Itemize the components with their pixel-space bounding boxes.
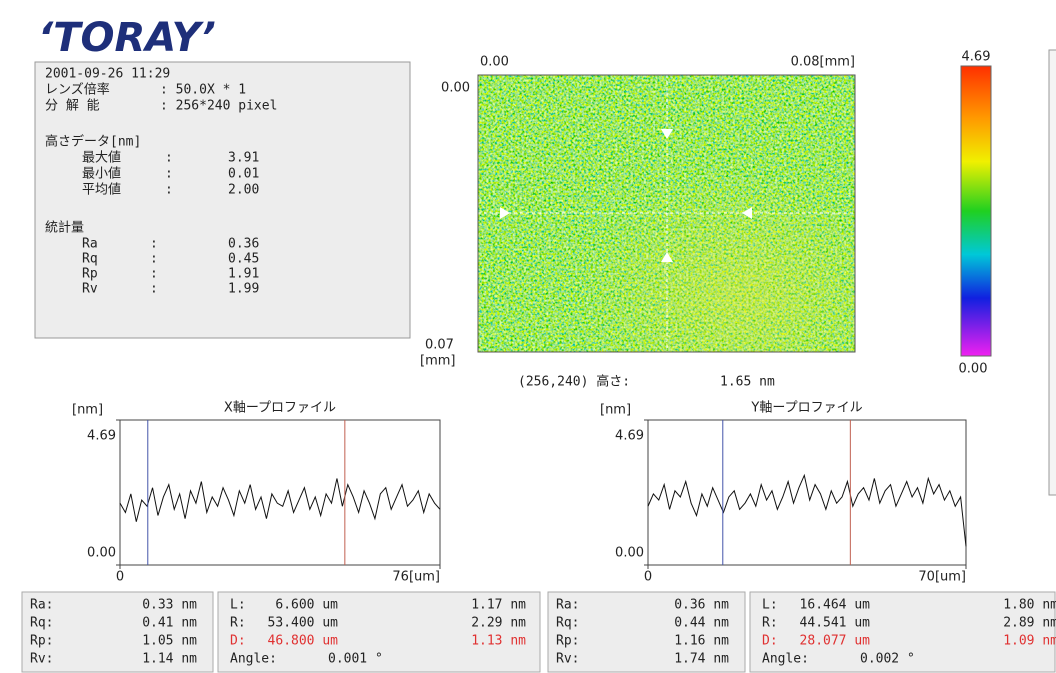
setting-label: 分 解 能 bbox=[45, 99, 100, 114]
stat-value: 0.41 nm bbox=[142, 616, 197, 631]
cursor-name: L: bbox=[762, 598, 778, 613]
info-date: 2001-09-26 11:29 bbox=[45, 67, 170, 82]
cursor-height: 1.80 nm bbox=[1003, 598, 1056, 613]
height-label: 最小値 bbox=[82, 166, 121, 182]
setting-value: : 50.0X * 1 bbox=[160, 83, 246, 98]
x-tick-label: 70[um] bbox=[918, 570, 966, 585]
cursor-name: D: bbox=[230, 634, 246, 649]
colon: : bbox=[165, 183, 173, 198]
stat-value: 1.91 bbox=[228, 267, 259, 282]
colon: : bbox=[150, 267, 158, 282]
cursor-position: 44.541 um bbox=[800, 616, 871, 631]
profile-y-unit: [nm] bbox=[600, 403, 631, 418]
cursor-position: 16.464 um bbox=[800, 598, 871, 613]
cursor-name: R: bbox=[230, 616, 246, 631]
profile-plot bbox=[648, 420, 966, 565]
profile-y-unit: [nm] bbox=[72, 403, 103, 418]
screen: ‘TORAY’ 0.00 0.08[mm] 0.00 0.07 [mm] (25… bbox=[0, 0, 1056, 673]
y-tick-label: 4.69 bbox=[87, 429, 116, 444]
stat-label: Rp: bbox=[556, 634, 579, 649]
cursor-position: 28.077 um bbox=[800, 634, 871, 649]
stat-label: Ra: bbox=[30, 598, 53, 613]
cursor-position: 46.800 um bbox=[268, 634, 339, 649]
stat-label: Rp: bbox=[30, 634, 53, 649]
stat-value: 1.74 nm bbox=[674, 652, 729, 667]
stat-value: 0.45 bbox=[228, 252, 259, 267]
image-x-end: 0.08[mm] bbox=[791, 55, 855, 70]
image-y-end: 0.07 bbox=[425, 338, 454, 353]
y-tick-label: 4.69 bbox=[615, 429, 644, 444]
stat-label: Rp bbox=[82, 267, 98, 282]
angle-value: 0.001 ° bbox=[328, 652, 383, 667]
cursor-value: 1.65 nm bbox=[720, 375, 775, 390]
color-bar bbox=[961, 66, 991, 356]
cursor-height: 1.17 nm bbox=[471, 598, 526, 613]
image-y-start: 0.00 bbox=[441, 81, 470, 96]
stat-value: 1.05 nm bbox=[142, 634, 197, 649]
cursor-name: D: bbox=[762, 634, 778, 649]
height-label: 平均値 bbox=[82, 182, 121, 198]
cursor-label: (256,240) 高さ: bbox=[518, 374, 630, 390]
colon: : bbox=[165, 167, 173, 182]
side-panel bbox=[1049, 50, 1056, 495]
colon: : bbox=[150, 252, 158, 267]
cursor-height: 2.89 nm bbox=[1003, 616, 1056, 631]
cursor-name: R: bbox=[762, 616, 778, 631]
logo: ‘TORAY’ bbox=[38, 15, 216, 61]
x-tick-label: 76[um] bbox=[392, 570, 440, 585]
setting-value: : 256*240 pixel bbox=[160, 99, 277, 114]
setting-label: レンズ倍率 bbox=[45, 82, 110, 98]
profile-plot bbox=[120, 420, 440, 565]
x-tick-label: 0 bbox=[644, 570, 652, 585]
stat-label: Ra: bbox=[556, 598, 579, 613]
y-tick-label: 0.00 bbox=[87, 546, 116, 561]
height-label: 最大値 bbox=[82, 150, 121, 166]
stat-value: 0.36 bbox=[228, 237, 259, 252]
color-bar-min: 0.00 bbox=[959, 362, 988, 377]
angle-value: 0.002 ° bbox=[860, 652, 915, 667]
height-value: 0.01 bbox=[228, 167, 259, 182]
stat-label: Rq: bbox=[30, 616, 53, 631]
section-title: 高さデータ[nm] bbox=[45, 134, 141, 150]
stat-value: 0.36 nm bbox=[674, 598, 729, 613]
height-value: 2.00 bbox=[228, 183, 259, 198]
section-title: 統計量 bbox=[45, 220, 84, 236]
profile-title: Y軸ープロファイル bbox=[750, 401, 862, 416]
cursor-height: 1.13 nm bbox=[471, 634, 526, 649]
colon: : bbox=[165, 151, 173, 166]
cursor-position: 53.400 um bbox=[268, 616, 339, 631]
stat-label: Rq bbox=[82, 252, 98, 267]
color-bar-max: 4.69 bbox=[962, 50, 991, 65]
y-tick-label: 0.00 bbox=[615, 546, 644, 561]
x-tick-label: 0 bbox=[116, 570, 124, 585]
image-x-start: 0.00 bbox=[480, 55, 509, 70]
angle-label: Angle: bbox=[230, 652, 277, 667]
angle-label: Angle: bbox=[762, 652, 809, 667]
stat-label: Rv: bbox=[556, 652, 579, 667]
stat-label: Ra bbox=[82, 237, 98, 252]
stat-label: Rv: bbox=[30, 652, 53, 667]
stat-label: Rq: bbox=[556, 616, 579, 631]
cursor-height: 2.29 nm bbox=[471, 616, 526, 631]
stat-value: 1.14 nm bbox=[142, 652, 197, 667]
stat-value: 0.33 nm bbox=[142, 598, 197, 613]
profile-title: X軸ープロファイル bbox=[224, 401, 336, 416]
image-y-unit: [mm] bbox=[420, 354, 455, 369]
stat-value: 1.99 bbox=[228, 282, 259, 297]
stat-value: 1.16 nm bbox=[674, 634, 729, 649]
cursor-position: 6.600 um bbox=[275, 598, 338, 613]
colon: : bbox=[150, 282, 158, 297]
height-value: 3.91 bbox=[228, 151, 259, 166]
colon: : bbox=[150, 237, 158, 252]
stat-value: 0.44 nm bbox=[674, 616, 729, 631]
cursor-height: 1.09 nm bbox=[1003, 634, 1056, 649]
cursor-name: L: bbox=[230, 598, 246, 613]
stat-label: Rv bbox=[82, 282, 98, 297]
